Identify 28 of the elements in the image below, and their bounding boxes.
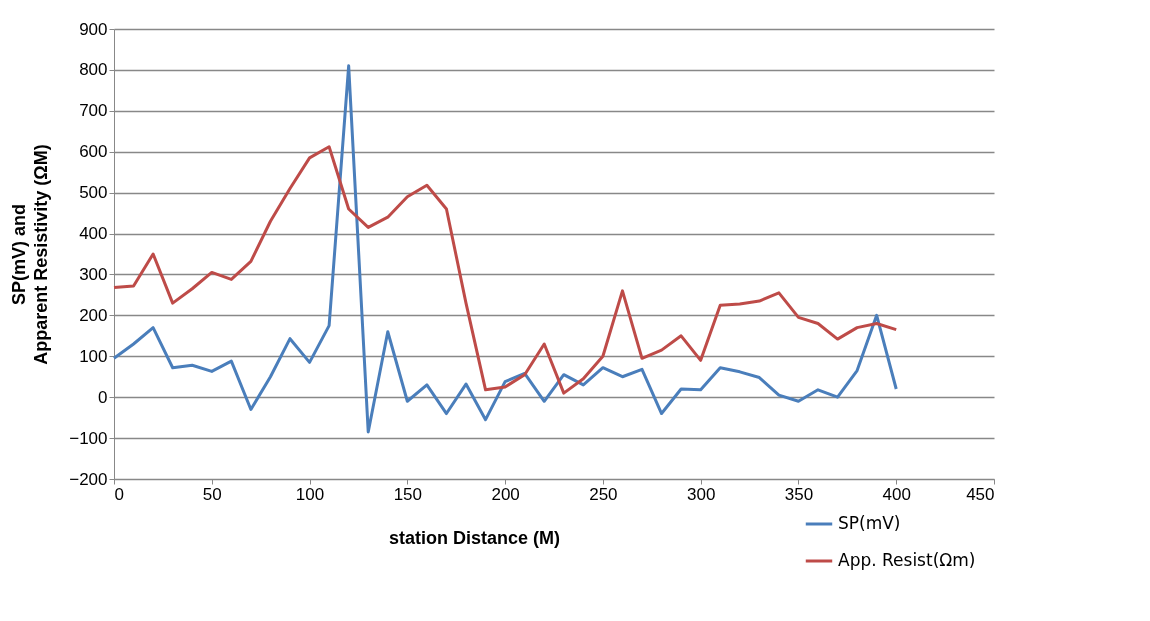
y-tick-label: 400 bbox=[79, 224, 108, 244]
y-tick-label: 600 bbox=[79, 142, 108, 162]
y-axis-title: SP(mV) and Apparent Resistivity (ΩM) bbox=[9, 144, 52, 365]
x-tick-label: 300 bbox=[686, 484, 716, 504]
x-tick-label: 200 bbox=[491, 484, 520, 504]
y-tick-label: 100 bbox=[79, 346, 108, 366]
y-tick-label: 800 bbox=[79, 60, 108, 80]
y-tick-label: 700 bbox=[79, 101, 108, 121]
x-tick-label: 400 bbox=[882, 484, 911, 504]
x-tick-label: 100 bbox=[295, 484, 325, 504]
x-tick-label: 450 bbox=[966, 484, 995, 504]
y-tick-label: 300 bbox=[79, 264, 108, 284]
x-tick-label: 0 bbox=[114, 484, 124, 504]
x-tick-label: 50 bbox=[202, 484, 222, 504]
y-tick-label: 200 bbox=[79, 305, 108, 325]
x-tick-label: 150 bbox=[393, 484, 423, 504]
x-tick-label: 350 bbox=[784, 484, 814, 504]
x-axis-title: station Distance (M) bbox=[388, 527, 561, 548]
y-tick-label: −100 bbox=[69, 428, 108, 448]
y-tick-label: 0 bbox=[98, 387, 108, 407]
line-series bbox=[112, 64, 898, 434]
y-tick-label: −200 bbox=[69, 469, 108, 489]
legend-label: SP(mV) bbox=[838, 513, 901, 533]
line-series bbox=[112, 145, 898, 395]
legend-label: App. Resist(Ωm) bbox=[838, 550, 976, 570]
y-tick-label: 500 bbox=[79, 183, 108, 203]
y-tick-label: 900 bbox=[79, 19, 108, 39]
x-tick-label: 250 bbox=[589, 484, 618, 504]
